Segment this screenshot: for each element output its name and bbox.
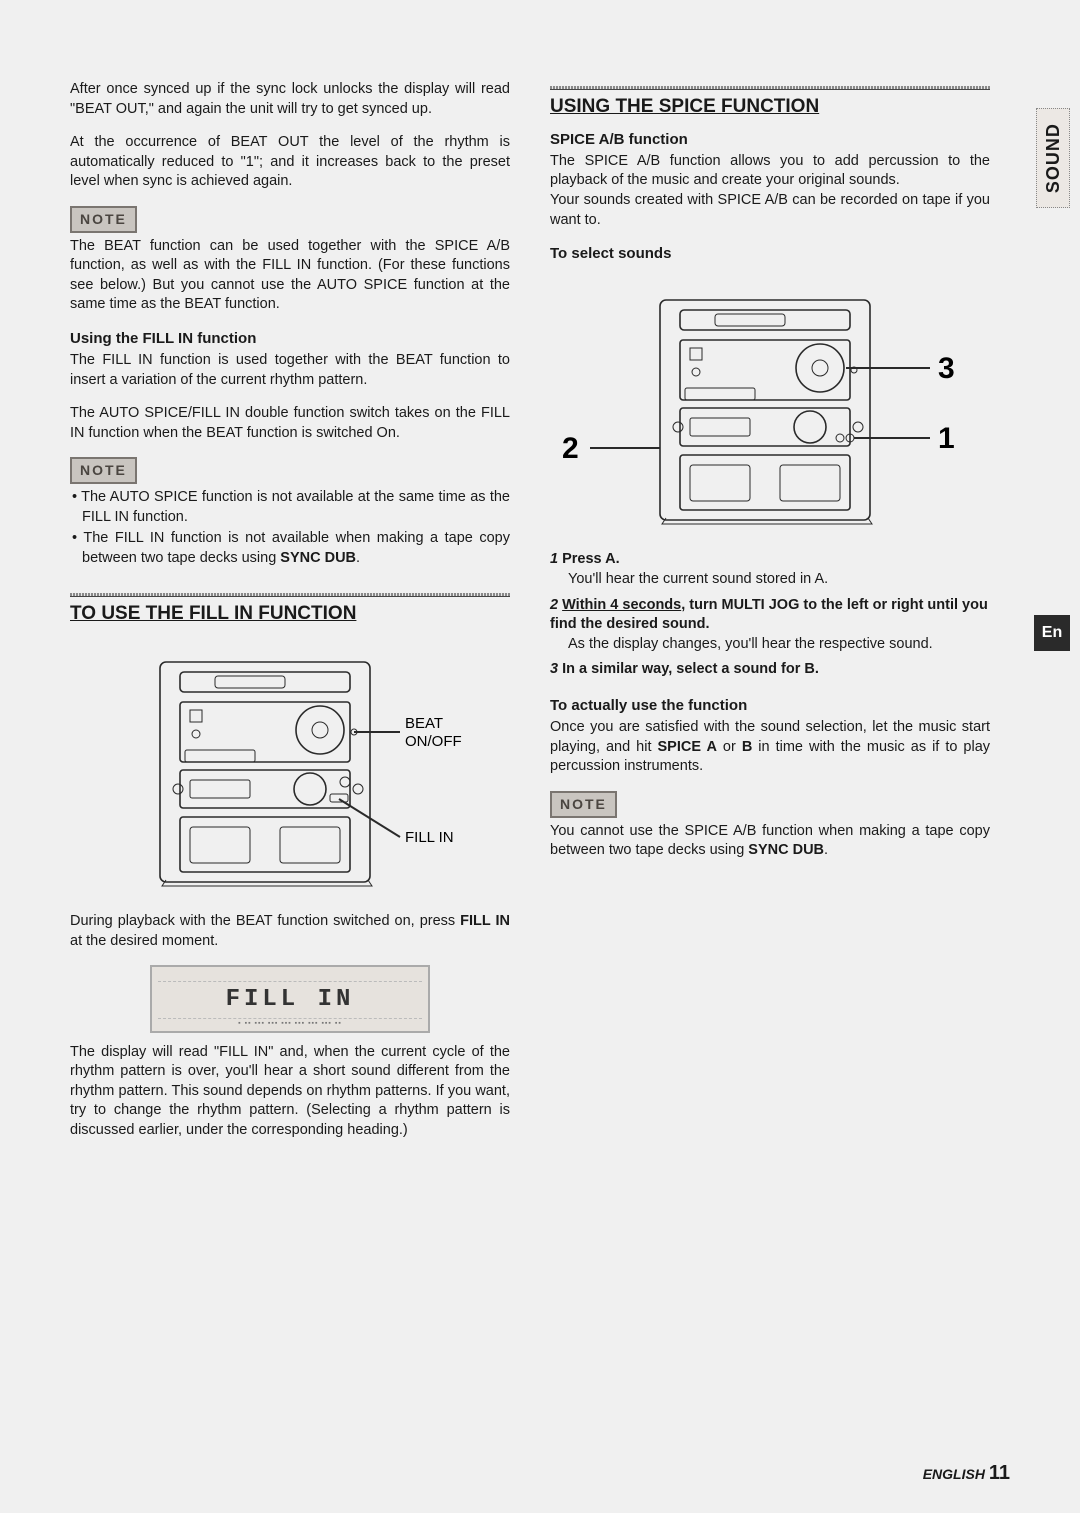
intro-para-2: At the occurrence of BEAT OUT the level … (70, 133, 510, 192)
callout-fillin: FILL IN (405, 829, 454, 846)
note-1-body: The BEAT function can be used together w… (70, 237, 510, 315)
note-label-2: NOTE (70, 457, 137, 484)
device-diagram-fillin: BEAT ON/OFF FILL IN (90, 642, 490, 902)
step-3-title: In a similar way, select a sound for B. (562, 661, 819, 677)
intro-para-1: After once synced up if the sync lock un… (70, 80, 510, 119)
note-2-bullet-2: • The FILL IN function is not available … (70, 529, 510, 568)
step-1-title: Press A. (562, 551, 620, 567)
callout-beat: BEAT (405, 715, 443, 732)
section-rule-right (550, 86, 990, 90)
note-label-1: NOTE (70, 206, 137, 233)
footer-page: 11 (989, 1462, 1010, 1484)
footer-lang: ENGLISH (923, 1466, 985, 1482)
during-playback: During playback with the BEAT function s… (70, 912, 510, 951)
lcd-display: FILL IN ▪ ▪▪ ▪▪▪ ▪▪▪ ▪▪▪ ▪▪▪ ▪▪▪ ▪▪▪ ▪▪ (150, 965, 430, 1032)
step-3: 3 In a similar way, select a sound for B… (550, 660, 990, 680)
note-label-3: NOTE (550, 791, 617, 818)
callout-onoff: ON/OFF (405, 733, 462, 750)
step-2-underline: Within 4 seconds (562, 597, 681, 613)
callout-1: 1 (938, 422, 955, 455)
note-2-bullet-1: • The AUTO SPICE function is not availab… (70, 488, 510, 527)
step-1: 1 Press A. You'll hear the current sound… (550, 550, 990, 589)
note-3-body: You cannot use the SPICE A/B function wh… (550, 822, 990, 861)
spice-para-1: The SPICE A/B function allows you to add… (550, 152, 990, 191)
en-tab-label: En (1042, 622, 1062, 644)
language-tab: En (1034, 615, 1070, 651)
callout-2: 2 (562, 432, 579, 465)
spice-ab-heading: SPICE A/B function (550, 130, 990, 150)
lcd-text: FILL IN (158, 981, 422, 1019)
section-rule-left (70, 593, 510, 597)
step-1-num: 1 (550, 551, 558, 567)
fillin-para-1: The FILL IN function is used together wi… (70, 351, 510, 390)
fill-in-section-title: TO USE THE FILL IN FUNCTION (70, 601, 510, 627)
step-3-num: 3 (550, 661, 558, 677)
fillin-para-2: The AUTO SPICE/FILL IN double function s… (70, 404, 510, 443)
fillin-heading: Using the FILL IN function (70, 329, 510, 349)
sound-tab-label: SOUND (1041, 123, 1065, 193)
page-footer: ENGLISH 11 (923, 1460, 1010, 1487)
device-diagram-spice: 3 1 2 (550, 280, 990, 540)
callout-3: 3 (938, 352, 955, 385)
step-2-num: 2 (550, 597, 558, 613)
actually-use-heading: To actually use the function (550, 696, 990, 716)
sound-side-tab: SOUND (1036, 108, 1070, 208)
closing-para: The display will read "FILL IN" and, whe… (70, 1043, 510, 1141)
select-sounds-heading: To select sounds (550, 244, 990, 264)
step-2-desc: As the display changes, you'll hear the … (568, 635, 990, 655)
spice-section-title: USING THE SPICE FUNCTION (550, 94, 990, 120)
step-2: 2 Within 4 seconds, turn MULTI JOG to th… (550, 596, 990, 655)
step-1-desc: You'll hear the current sound stored in … (568, 570, 990, 590)
actually-use-body: Once you are satisfied with the sound se… (550, 718, 990, 777)
spice-para-2: Your sounds created with SPICE A/B can b… (550, 191, 990, 230)
